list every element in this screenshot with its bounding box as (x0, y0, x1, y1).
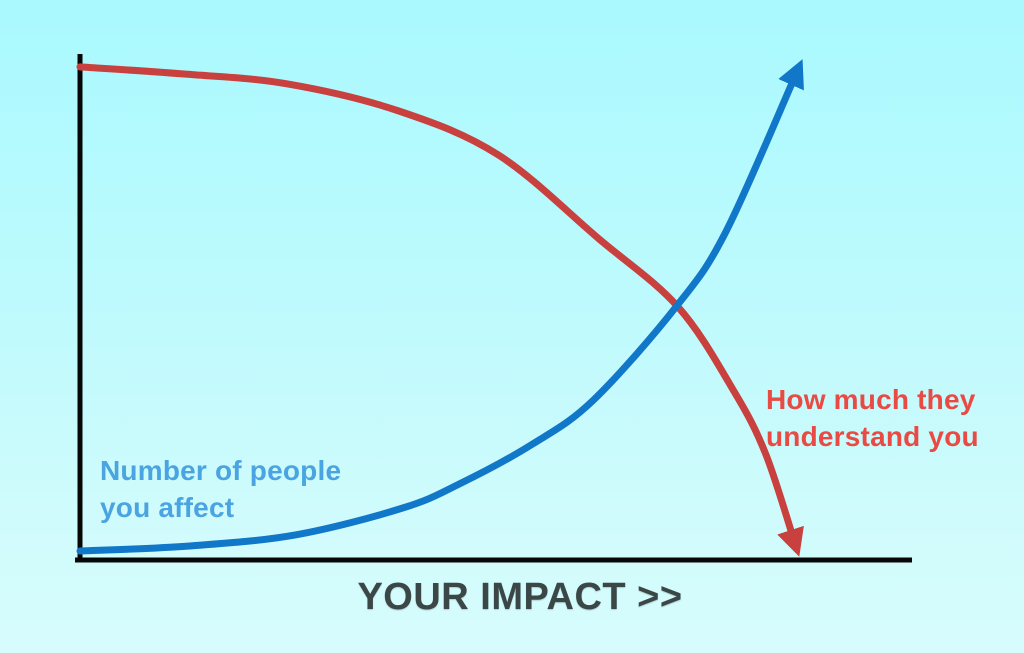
red-series-label: How much they understand you (766, 384, 979, 452)
blue-series-label: Number of people you affect (100, 455, 342, 523)
x-axis-label: YOUR IMPACT >> (357, 576, 683, 618)
red-curve (76, 63, 804, 557)
blue-curve (76, 59, 804, 555)
